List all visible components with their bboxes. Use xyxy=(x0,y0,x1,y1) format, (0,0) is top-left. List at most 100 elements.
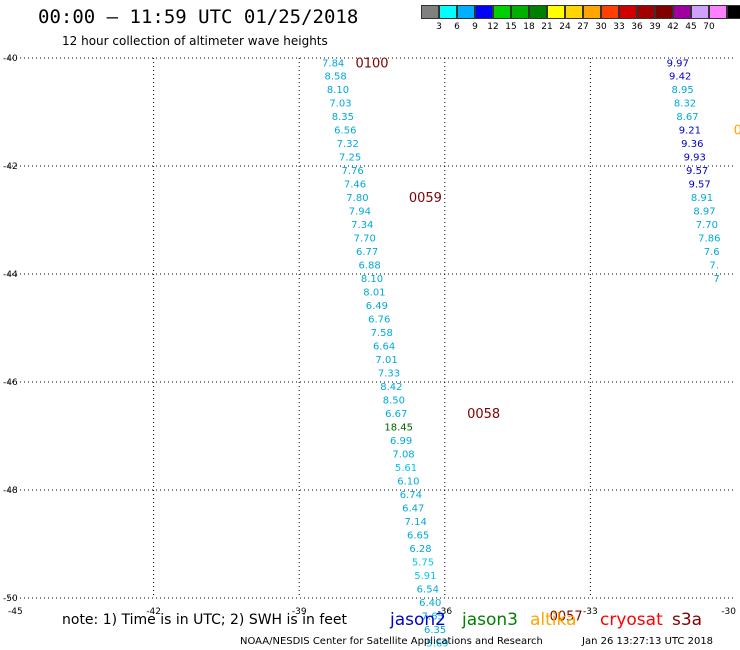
x-tick-label: -36 xyxy=(437,607,452,617)
y-tick-label: -50 xyxy=(3,594,18,604)
colorbar-swatch xyxy=(673,5,691,19)
track-b-swh-value: 9.21 xyxy=(679,125,701,136)
track-a-swh-value: 6.99 xyxy=(390,436,412,447)
track-a-swh-value: 5.61 xyxy=(395,463,417,474)
satellite-legend-jason2: jason2 xyxy=(390,610,446,630)
track-a-swh-value: 8.10 xyxy=(361,274,383,285)
footer-note: note: 1) Time is in UTC; 2) SWH is in fe… xyxy=(62,612,348,628)
track-a-swh-value: 7.33 xyxy=(378,368,400,379)
track-a-swh-value: 7.03 xyxy=(329,98,351,109)
colorbar-swatch xyxy=(655,5,673,19)
track-a-swh-value: 6.54 xyxy=(417,584,439,595)
colorbar-swatch xyxy=(475,5,493,19)
track-b-swh-value: 9.97 xyxy=(667,58,689,69)
track-b-swh-value: 9.57 xyxy=(686,166,708,177)
colorbar-swatch xyxy=(565,5,583,19)
track-b-swh-value: 7 xyxy=(713,274,719,285)
chart-title: 00:00 – 11:59 UTC 01/25/2018 xyxy=(38,6,359,28)
colorbar-swatch xyxy=(457,5,475,19)
colorbar-label: 42 xyxy=(667,22,679,32)
colorbar-label: 12 xyxy=(487,22,499,32)
track-b-swh-value: 9.42 xyxy=(669,71,691,82)
colorbar-swatch xyxy=(601,5,619,19)
track-b-swh-value: 7.70 xyxy=(696,220,718,231)
track-a-swh-value: 18.45 xyxy=(384,422,413,433)
track-b-swh-value: 9.36 xyxy=(681,139,703,150)
track-a-swh-value: 6.28 xyxy=(409,544,431,555)
generated-timestamp: Jan 26 13:27:13 UTC 2018 xyxy=(582,636,714,647)
colorbar-label: 24 xyxy=(559,22,571,32)
colorbar-swatch xyxy=(727,5,740,19)
colorbar-swatch xyxy=(691,5,709,19)
track-a-swh-value: 8.01 xyxy=(363,287,385,298)
colorbar-label: 36 xyxy=(631,22,643,32)
colorbar-swatch xyxy=(493,5,511,19)
track-a-swh-value: 6.56 xyxy=(334,125,356,136)
track-a-swh-value: 6.74 xyxy=(400,490,422,501)
track-a-swh-value: 6.64 xyxy=(373,341,395,352)
track-a-time-label: 0100 xyxy=(355,56,388,71)
track-b-swh-value: 7.6 xyxy=(704,247,720,258)
colorbar-swatch xyxy=(529,5,547,19)
satellite-legend-altika: altika xyxy=(530,610,577,630)
track-a-swh-value: 7.14 xyxy=(405,517,427,528)
track-a-swh-value: 8.58 xyxy=(324,71,346,82)
colorbar-swatch xyxy=(619,5,637,19)
track-a-swh-value: 7.32 xyxy=(337,139,359,150)
colorbar-swatch xyxy=(709,5,727,19)
track-a-swh-value: 7.80 xyxy=(346,193,368,204)
track-a-swh-value: 6.49 xyxy=(366,301,388,312)
track-a-swh-value: 6.65 xyxy=(407,530,429,541)
colorbar-swatch xyxy=(637,5,655,19)
track-a-swh-value: 7.94 xyxy=(349,206,371,217)
track-a-swh-value: 6.88 xyxy=(358,260,380,271)
colorbar-label: 18 xyxy=(523,22,535,32)
x-tick-label: -45 xyxy=(8,607,23,617)
satellite-legend-s3a: s3a xyxy=(672,610,703,630)
track-b-swh-value: 8.95 xyxy=(671,85,693,96)
track-a-swh-value: 7.01 xyxy=(375,355,397,366)
track-a-swh-value: 7.58 xyxy=(371,328,393,339)
colorbar-swatch xyxy=(547,5,565,19)
colorbar-label: 27 xyxy=(577,22,589,32)
track-b-swh-value: 8.32 xyxy=(674,98,696,109)
colorbar-label: 45 xyxy=(685,22,697,32)
satellite-legend-cryosat: cryosat xyxy=(600,610,663,630)
track-a-swh-value: 7.34 xyxy=(351,220,373,231)
track-b-swh-value: 9.57 xyxy=(688,179,710,190)
colorbar-label: 33 xyxy=(613,22,625,32)
x-tick-label: -39 xyxy=(292,607,307,617)
chart-subtitle: 12 hour collection of altimeter wave hei… xyxy=(62,34,328,48)
colorbar-label: 70 xyxy=(703,22,715,32)
satellite-legend-jason3: jason3 xyxy=(462,610,518,630)
track-b-swh-value: 8.97 xyxy=(693,206,715,217)
track-b-swh-value: 9.93 xyxy=(684,152,706,163)
track-a-time-label: 0059 xyxy=(409,191,442,206)
track-a-swh-value: 6.77 xyxy=(356,247,378,258)
track-b-swh-value: 7. xyxy=(709,260,719,271)
track-a-swh-value: 6.40 xyxy=(419,598,441,609)
track-a-swh-value: 6.10 xyxy=(397,476,419,487)
x-tick-label: -30 xyxy=(721,607,736,617)
colorbar-swatch xyxy=(511,5,529,19)
track-a-time-label: 0057 xyxy=(550,609,583,624)
colorbar-label: 39 xyxy=(649,22,661,32)
track-a-swh-value: 7.25 xyxy=(339,152,361,163)
track-a-swh-value: 8.10 xyxy=(327,85,349,96)
track-b-time-label: 08 xyxy=(734,123,740,138)
y-tick-label: -48 xyxy=(3,486,18,496)
x-tick-label: -33 xyxy=(583,607,598,617)
x-tick-label: -42 xyxy=(146,607,161,617)
track-b-swh-value: 7.86 xyxy=(698,233,720,244)
track-a-swh-value: 7.46 xyxy=(344,179,366,190)
track-a-swh-value: 8.35 xyxy=(332,112,354,123)
colorbar-label: 21 xyxy=(541,22,553,32)
credit-line: NOAA/NESDIS Center for Satellite Applica… xyxy=(240,636,543,647)
y-tick-label: -46 xyxy=(3,378,18,388)
track-a-swh-value: 7.70 xyxy=(354,233,376,244)
colorbar-label: 3 xyxy=(436,22,442,32)
track-a-swh-value: 5.69 xyxy=(426,638,448,649)
y-tick-label: -42 xyxy=(3,162,18,172)
track-a-swh-value: 6.76 xyxy=(368,314,390,325)
